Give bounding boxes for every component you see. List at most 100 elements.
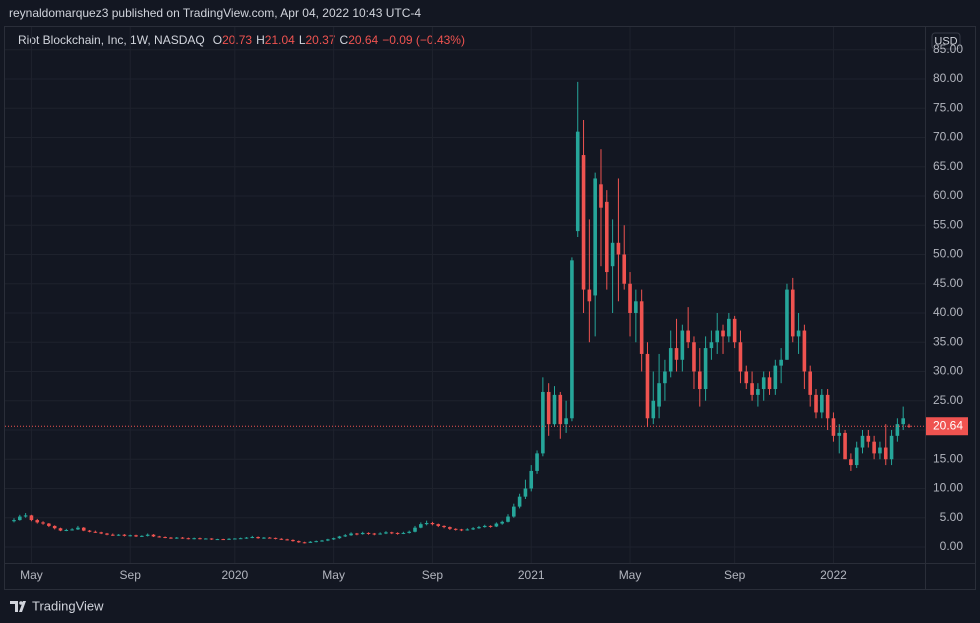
candle-body — [198, 538, 202, 540]
candle-body — [221, 539, 226, 541]
candle-body — [581, 155, 586, 290]
candle-body — [482, 525, 487, 528]
candle-body — [35, 520, 40, 523]
candle-body — [18, 516, 22, 521]
candle-body — [378, 533, 382, 535]
candle-body — [843, 432, 847, 460]
candle-body — [727, 318, 731, 337]
x-tick-label: Sep — [120, 568, 142, 582]
candle-body — [831, 418, 836, 436]
y-tick-label: 45.00 — [933, 276, 963, 290]
y-tick-label: 15.00 — [933, 451, 963, 465]
candle-body — [587, 289, 592, 302]
x-tick-label: 2022 — [820, 568, 847, 582]
header-text: reynaldomarquez3 published on TradingVie… — [9, 6, 421, 20]
currency-box — [931, 32, 961, 50]
candle-body — [326, 539, 330, 541]
candle-body — [389, 532, 394, 534]
candle-body — [610, 242, 615, 267]
y-tick-label: 80.00 — [933, 71, 963, 85]
candle-body — [372, 533, 377, 535]
candle-body — [436, 524, 441, 526]
logo-dot — [19, 601, 23, 605]
candle-body — [575, 131, 580, 232]
candle-body — [517, 496, 522, 507]
candle-body — [366, 532, 371, 534]
candle-body — [64, 530, 69, 532]
candle-body — [163, 537, 167, 539]
candle-body — [430, 522, 435, 525]
candle-body — [692, 342, 696, 372]
candle-body — [343, 535, 348, 537]
candle-body — [110, 534, 115, 536]
y-tick-label: 30.00 — [933, 364, 963, 378]
candle-body — [593, 178, 597, 296]
candle-body — [314, 541, 319, 543]
x-tick-label: May — [619, 568, 642, 582]
legend-text: Riot Blockchain, Inc, 1W, NASDAQ O20.73 H2… — [18, 33, 465, 47]
candle-body — [785, 289, 789, 360]
candle-body — [41, 522, 45, 524]
y-tick-label: 50.00 — [933, 247, 963, 261]
candle-body — [267, 537, 272, 539]
candle-body — [738, 342, 743, 372]
legend-ohlc-value: 21.04 — [265, 33, 295, 47]
candle-body — [186, 538, 191, 540]
candle-body — [262, 537, 266, 539]
candle-body — [628, 283, 632, 313]
candle-body — [122, 534, 127, 536]
candle-body — [703, 348, 708, 390]
legend: Riot Blockchain, Inc, 1W, NASDAQ O20.73 H2… — [18, 33, 465, 47]
candle-body — [535, 453, 539, 471]
candle-body — [99, 532, 103, 534]
candle-body — [639, 301, 644, 354]
candle-body — [128, 535, 133, 537]
x-tick-label: 2021 — [518, 568, 545, 582]
candle-body — [419, 524, 423, 528]
candle-body — [407, 531, 411, 533]
candle-body — [546, 391, 551, 425]
candle-body — [657, 383, 661, 407]
candle-body — [820, 394, 824, 413]
candle-body — [244, 537, 249, 539]
y-tick-label: 35.00 — [933, 334, 963, 348]
candle-body — [227, 538, 231, 540]
legend-ohlc-value: 20.37 — [306, 33, 336, 47]
candle-body — [872, 441, 876, 454]
candle-body — [814, 394, 818, 413]
candle-body — [180, 537, 185, 539]
candle-body — [273, 537, 278, 539]
candle-body — [302, 542, 307, 544]
candle-body — [895, 424, 900, 436]
candle-body — [169, 537, 173, 539]
x-tick-label: Sep — [724, 568, 746, 582]
candle-body — [529, 470, 534, 489]
candle-body — [453, 528, 458, 530]
candle-body — [360, 532, 365, 535]
legend-ohlc-key: H — [256, 33, 265, 47]
candle-body — [488, 525, 493, 527]
candle-body — [105, 533, 109, 535]
candle-body — [459, 529, 464, 531]
candle-body — [442, 525, 446, 528]
candle-body — [145, 534, 150, 536]
chart-frame — [4, 26, 976, 590]
candle-body — [500, 521, 504, 524]
candle-body — [715, 330, 720, 343]
x-tick-label: 2020 — [221, 568, 248, 582]
y-tick-label: 55.00 — [933, 217, 963, 231]
candle-body — [645, 353, 650, 419]
candle-body — [134, 535, 138, 537]
last-price-tag — [926, 417, 968, 436]
candle-body — [825, 394, 830, 419]
legend-ohlc-key: O — [213, 33, 222, 47]
candle-body — [52, 525, 57, 529]
x-tick-label: Sep — [422, 568, 444, 582]
candle-body — [506, 516, 510, 522]
candle-body — [424, 522, 429, 525]
candles — [12, 81, 911, 544]
candle-body — [889, 435, 894, 460]
candle-body — [29, 515, 34, 521]
candle-body — [308, 541, 313, 543]
